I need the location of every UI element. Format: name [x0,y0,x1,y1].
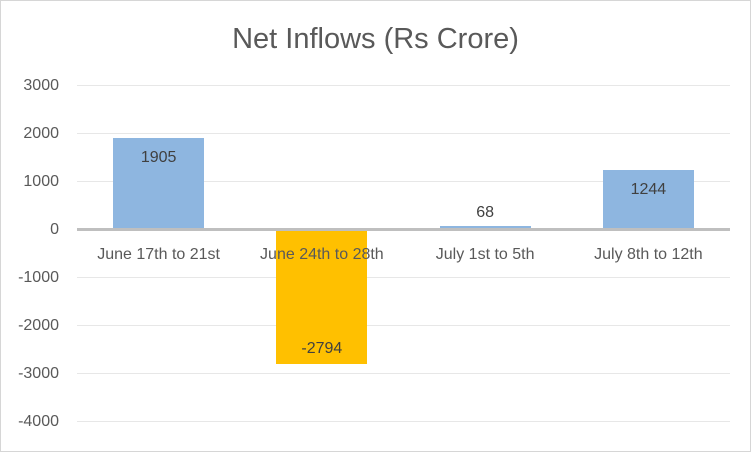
bar [602,169,694,230]
y-axis-tick-label: -1000 [18,268,59,286]
y-axis-tick-label: -3000 [18,364,59,382]
bar-value-label: 68 [476,204,495,222]
y-axis-tick-label: 1000 [23,172,59,190]
gridline [77,277,730,279]
bar [439,226,531,230]
gridline [77,325,730,327]
gridline [77,421,730,423]
y-axis-tick-label: 2000 [23,124,59,142]
y-axis-tick-label: 3000 [23,76,59,94]
gridline [77,373,730,375]
x-axis-category-label: July 8th to 12th [594,246,703,263]
chart-title: Net Inflows (Rs Crore) [232,23,519,55]
gridline [77,85,730,87]
x-axis-category-label: June 17th to 21st [97,246,220,263]
y-axis-tick-label: -4000 [18,412,59,430]
x-axis-category-label: June 24th to 28th [260,246,384,263]
bar [276,229,368,364]
bar [113,138,205,230]
bar-value-label: -2794 [301,339,343,357]
y-axis-tick-label: 0 [50,220,59,238]
y-axis-tick-label: -2000 [18,316,59,334]
gridline [77,181,730,183]
gridline [77,133,730,135]
bar-value-label: 1244 [630,180,667,198]
bar-value-label: 1905 [140,149,177,167]
x-axis-category-label: July 1st to 5th [435,246,535,263]
zero-axis-line [77,228,730,232]
